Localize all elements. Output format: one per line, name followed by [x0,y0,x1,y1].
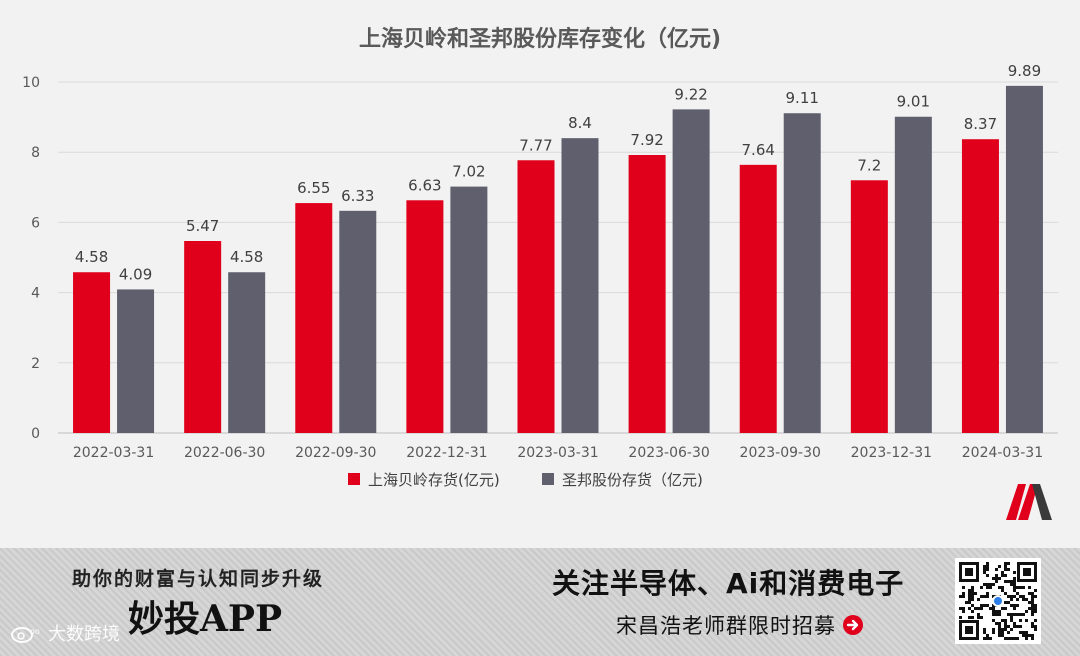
y-tick-label: 2 [31,356,40,372]
data-label: 7.02 [452,163,485,181]
legend-label: 圣邦股份存货（亿元) [562,471,703,489]
data-label: 9.01 [897,93,930,111]
data-labels: 4.58 4.09 5.47 4.58 6.55 6.33 6.63 7.02 7.77 8.4 7… [75,62,1041,284]
watermark: oo 大数跨境 [10,620,120,646]
banner-headline: 关注半导体、Ai和消费电子 [552,567,905,600]
data-label: 8.4 [568,114,592,132]
legend-swatch [542,473,554,485]
data-label: 4.09 [119,265,152,283]
bar-beiling [184,241,222,433]
bar-beiling [961,139,999,433]
data-label: 9.11 [786,89,819,107]
x-tick-label: 2023-12-31 [851,445,932,461]
y-tick-label: 6 [31,215,40,231]
bar-shengbang [672,109,710,434]
y-tick-label: 4 [31,286,40,302]
x-tick-label: 2023-03-31 [517,445,598,461]
bar-beiling [850,180,888,433]
y-tick-label: 8 [31,145,40,161]
legend: 上海贝岭存货(亿元) 圣邦股份存货（亿元) [348,471,703,489]
legend-swatch [348,473,360,485]
data-label: 5.47 [186,217,219,235]
promo-banner: 助你的财富与认知同步升级 妙投APP 关注半导体、Ai和消费电子 宋昌浩老师群限… [0,548,1080,656]
legend-label: 上海贝岭存货(亿元) [368,471,500,489]
data-label: 6.63 [408,176,441,194]
svg-text:oo: oo [30,627,40,636]
chart-title: 上海贝岭和圣邦股份库存变化（亿元) [359,26,721,52]
bar-shengbang [117,289,155,433]
x-tick-label: 2022-12-31 [406,445,487,461]
data-label: 6.33 [341,187,374,205]
x-tick-label: 2022-09-30 [295,445,376,461]
banner-subline[interactable]: 宋昌浩老师群限时招募 [616,610,864,640]
data-label: 8.37 [964,115,997,133]
data-label: 6.55 [297,179,330,197]
x-tick-label: 2022-06-30 [184,445,265,461]
gridlines [58,81,1058,434]
x-tick-label: 2022-03-31 [73,445,154,461]
data-label: 7.2 [857,156,881,174]
bar-chart: 上海贝岭和圣邦股份库存变化（亿元) 4.58 4.09 5.47 4.58 6.55 6.… [22,26,1058,489]
bar-shengbang [228,272,266,433]
banner-subline-text: 宋昌浩老师群限时招募 [616,614,836,638]
y-tick-label: 0 [31,426,40,442]
banner-app-name: 妙投APP [128,598,283,640]
bar-shengbang [450,186,488,433]
data-label: 7.64 [742,141,775,159]
bar-shengbang [1005,85,1043,434]
x-tick-label: 2023-09-30 [740,445,821,461]
data-label: 7.92 [630,131,663,149]
data-label: 9.22 [674,85,707,103]
axes: 0 2 4 6 8 10 2022-03-31 2022-06-30 2022-09-30 202… [22,75,1043,461]
chart-area: 上海贝岭和圣邦股份库存变化（亿元) 4.58 4.09 5.47 4.58 6.55 6.… [22,26,1058,520]
data-label: 4.58 [75,248,108,266]
x-tick-label: 2024-03-31 [962,445,1043,461]
bar-shengbang [561,138,599,433]
weibo-icon: oo [11,627,40,643]
bar-shengbang [339,210,377,433]
bar-shengbang [894,116,932,434]
bars [73,85,1043,434]
y-tick-label: 10 [22,75,40,91]
bar-beiling [739,164,777,433]
miaotou-logo-icon [1006,484,1052,520]
watermark-text: 大数跨境 [48,624,120,645]
x-tick-label: 2023-06-30 [628,445,709,461]
bar-beiling [517,160,555,433]
banner-slogan: 助你的财富与认知同步升级 [72,568,325,590]
data-label: 9.89 [1008,62,1041,80]
bar-beiling [73,272,111,433]
bar-beiling [406,200,444,433]
data-label: 4.58 [230,248,263,266]
bar-beiling [295,203,333,433]
bar-shengbang [783,113,821,433]
arrow-right-circle-icon [843,615,863,635]
bar-beiling [628,155,666,433]
qr-code-icon[interactable] [955,558,1041,644]
data-label: 7.77 [519,136,552,154]
